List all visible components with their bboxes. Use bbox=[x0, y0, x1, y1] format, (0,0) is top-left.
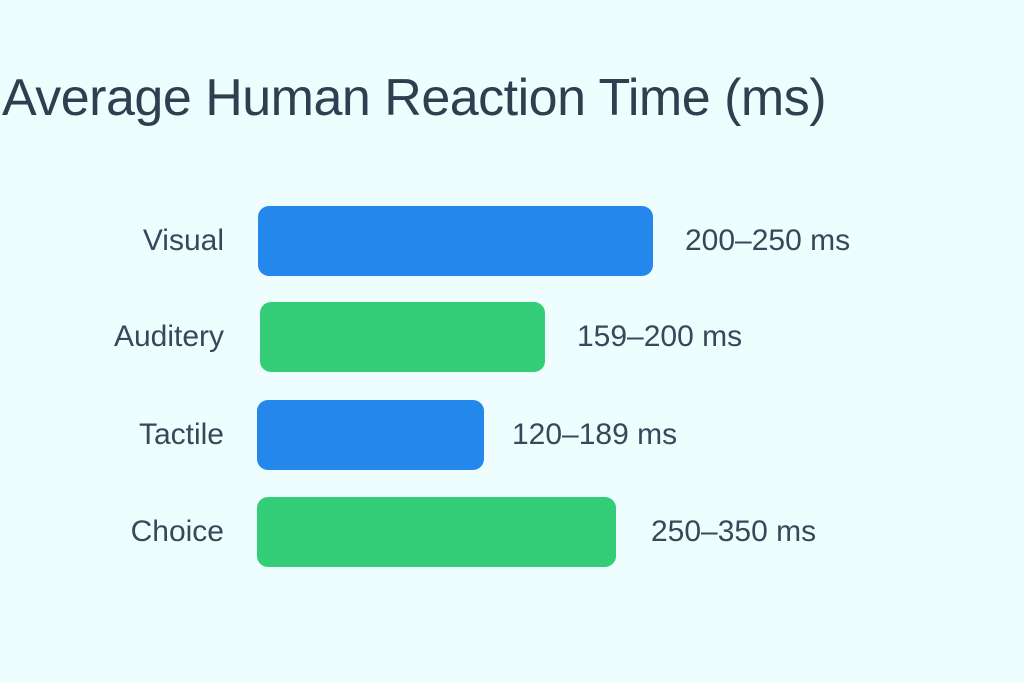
category-label: Visual bbox=[142, 224, 224, 257]
bar-row-choice: Choice 250–350 ms bbox=[0, 497, 1024, 567]
bar bbox=[257, 497, 616, 567]
bar-row-visual: Visual 200–250 ms bbox=[0, 206, 1024, 276]
category-label: Choice bbox=[130, 515, 224, 548]
bar bbox=[257, 400, 484, 470]
value-label: 120–189 ms bbox=[512, 418, 678, 451]
category-label: Auditery bbox=[113, 320, 224, 353]
value-label: 200–250 ms bbox=[685, 224, 851, 257]
category-label: Tactile bbox=[138, 418, 224, 451]
value-label: 159–200 ms bbox=[577, 320, 743, 353]
value-label: 250–350 ms bbox=[651, 515, 817, 548]
bar-row-auditery: Auditery 159–200 ms bbox=[0, 302, 1024, 372]
chart-title: Average Human Reaction Time (ms) bbox=[2, 69, 827, 127]
bar bbox=[258, 206, 653, 276]
bar-row-tactile: Tactile 120–189 ms bbox=[0, 400, 1024, 470]
bar bbox=[260, 302, 545, 372]
